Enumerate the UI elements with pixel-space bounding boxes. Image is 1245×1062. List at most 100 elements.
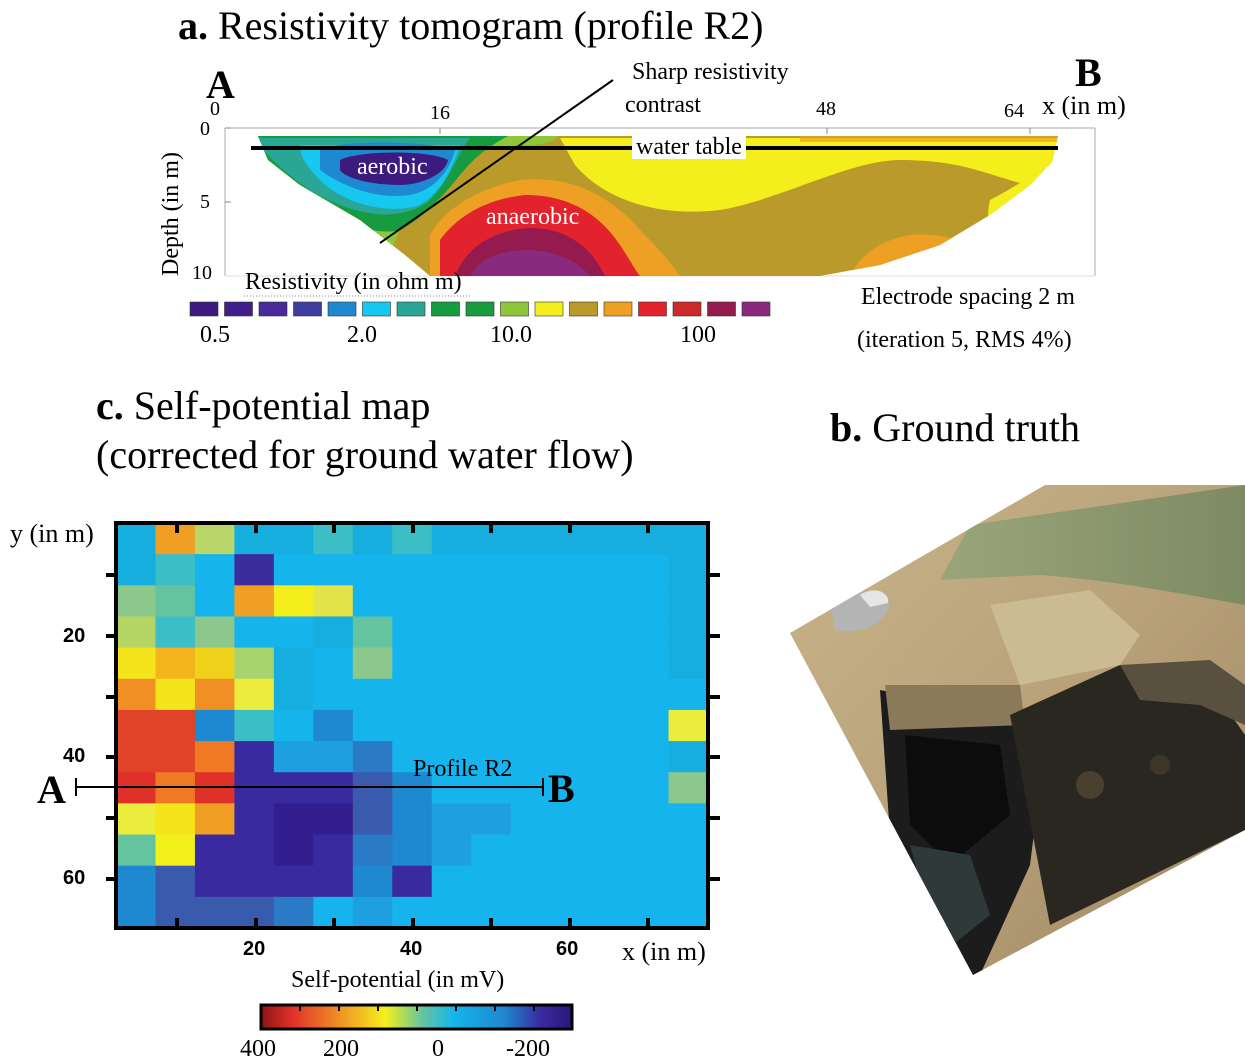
sp-cell <box>550 678 591 711</box>
sp-cell <box>194 834 235 867</box>
sp-cell <box>471 647 512 680</box>
y-tick-c: 40 <box>63 745 86 767</box>
sp-cell <box>194 678 235 711</box>
sp-cell <box>273 865 314 898</box>
x-tick-c: 20 <box>243 938 266 960</box>
sp-cell <box>668 865 709 898</box>
sp-cell <box>194 896 235 929</box>
sp-cell <box>194 741 235 773</box>
sp-cell <box>668 554 709 586</box>
sp-cell <box>194 772 235 804</box>
panel-c-point-b: B <box>548 766 575 811</box>
panel-c-title-text: Self-potential map <box>133 383 431 428</box>
x-tick-a: 0 <box>210 98 220 120</box>
panel-b-title: b. Ground truth <box>830 408 1080 448</box>
sp-cell <box>589 678 630 711</box>
profile-r2-label: Profile R2 <box>413 756 513 782</box>
y-tick-a: 5 <box>200 191 210 213</box>
sp-cell <box>313 803 354 836</box>
panel-b-title-text: Ground truth <box>872 405 1081 450</box>
ground-truth-photo <box>790 485 1245 975</box>
sp-cell <box>155 678 196 711</box>
y-tick-c: 60 <box>63 867 86 889</box>
sp-cell <box>589 772 630 804</box>
x-tick-a: 48 <box>816 98 836 120</box>
sp-cell <box>510 834 551 867</box>
sp-cell <box>273 523 314 555</box>
panel-c-title-line1: c. Self-potential map <box>96 386 430 426</box>
sp-cell <box>510 772 551 804</box>
sp-cell <box>352 865 393 898</box>
resistivity-swatch <box>672 301 702 317</box>
electrode-spacing-note: Electrode spacing 2 m <box>861 284 1075 310</box>
sp-cell <box>234 616 275 649</box>
res-cbar-tick: 0.5 <box>200 322 230 348</box>
resistivity-swatch <box>465 301 495 317</box>
sp-cell <box>431 523 472 555</box>
resistivity-swatch <box>431 301 460 317</box>
sp-cell <box>116 772 157 804</box>
sp-cell <box>392 741 433 773</box>
sp-cell <box>155 709 196 742</box>
resistivity-swatch <box>569 301 598 317</box>
sp-cell <box>234 678 275 711</box>
sp-cell <box>668 741 709 773</box>
sp-cbar-tick: 200 <box>323 1036 359 1062</box>
sp-cell <box>589 709 630 742</box>
sp-cell <box>629 865 670 898</box>
sp-cell <box>629 741 670 773</box>
resistivity-swatch <box>534 301 564 317</box>
sp-cell <box>431 647 472 680</box>
resistivity-colorbar-title: Resistivity (in ohm m) <box>245 269 462 295</box>
sp-cell <box>431 741 472 773</box>
sp-cell <box>273 585 314 618</box>
sp-cell <box>273 834 314 867</box>
sp-cell <box>234 647 275 680</box>
y-tick-a: 0 <box>200 118 210 140</box>
sp-cell <box>431 896 472 929</box>
sp-cell <box>471 678 512 711</box>
sp-cell <box>392 616 433 649</box>
sp-cell <box>510 554 551 586</box>
sp-cell <box>471 834 512 867</box>
sp-cell <box>116 834 157 867</box>
sp-cell <box>313 865 354 898</box>
sp-cell <box>392 647 433 680</box>
resistivity-swatch <box>638 301 667 317</box>
sp-cell <box>116 896 157 929</box>
sp-cell <box>273 647 314 680</box>
sp-cell <box>668 803 709 836</box>
sp-cell <box>550 709 591 742</box>
panel-b-prefix: b. <box>830 405 863 450</box>
sp-cell <box>352 554 393 586</box>
sp-cell <box>352 523 393 555</box>
sp-cell <box>471 772 512 804</box>
sp-cell <box>155 616 196 649</box>
sp-cell <box>234 554 275 586</box>
sp-cell <box>234 772 275 804</box>
sp-cell <box>629 678 670 711</box>
y-tick-a: 10 <box>192 262 212 284</box>
sp-cell <box>352 616 393 649</box>
sp-cell <box>352 709 393 742</box>
sp-cell <box>116 741 157 773</box>
resistivity-swatch <box>603 301 633 317</box>
sp-cell <box>589 523 630 555</box>
sp-cell <box>668 647 709 680</box>
sp-cell <box>155 772 196 804</box>
sp-cell <box>194 616 235 649</box>
sp-cell <box>431 772 472 804</box>
sp-cell <box>550 865 591 898</box>
sp-cell <box>313 772 354 804</box>
sp-cell <box>352 741 393 773</box>
panel-a-point-a: A <box>206 62 235 107</box>
sp-cell <box>431 554 472 586</box>
resistivity-swatch <box>396 301 426 317</box>
sp-cell <box>392 678 433 711</box>
sp-cell <box>116 678 157 711</box>
panel-a-point-b: B <box>1075 50 1102 95</box>
sp-cell <box>510 585 551 618</box>
sp-cell <box>589 585 630 618</box>
sp-cell <box>629 616 670 649</box>
res-cbar-tick: 100 <box>680 322 716 348</box>
